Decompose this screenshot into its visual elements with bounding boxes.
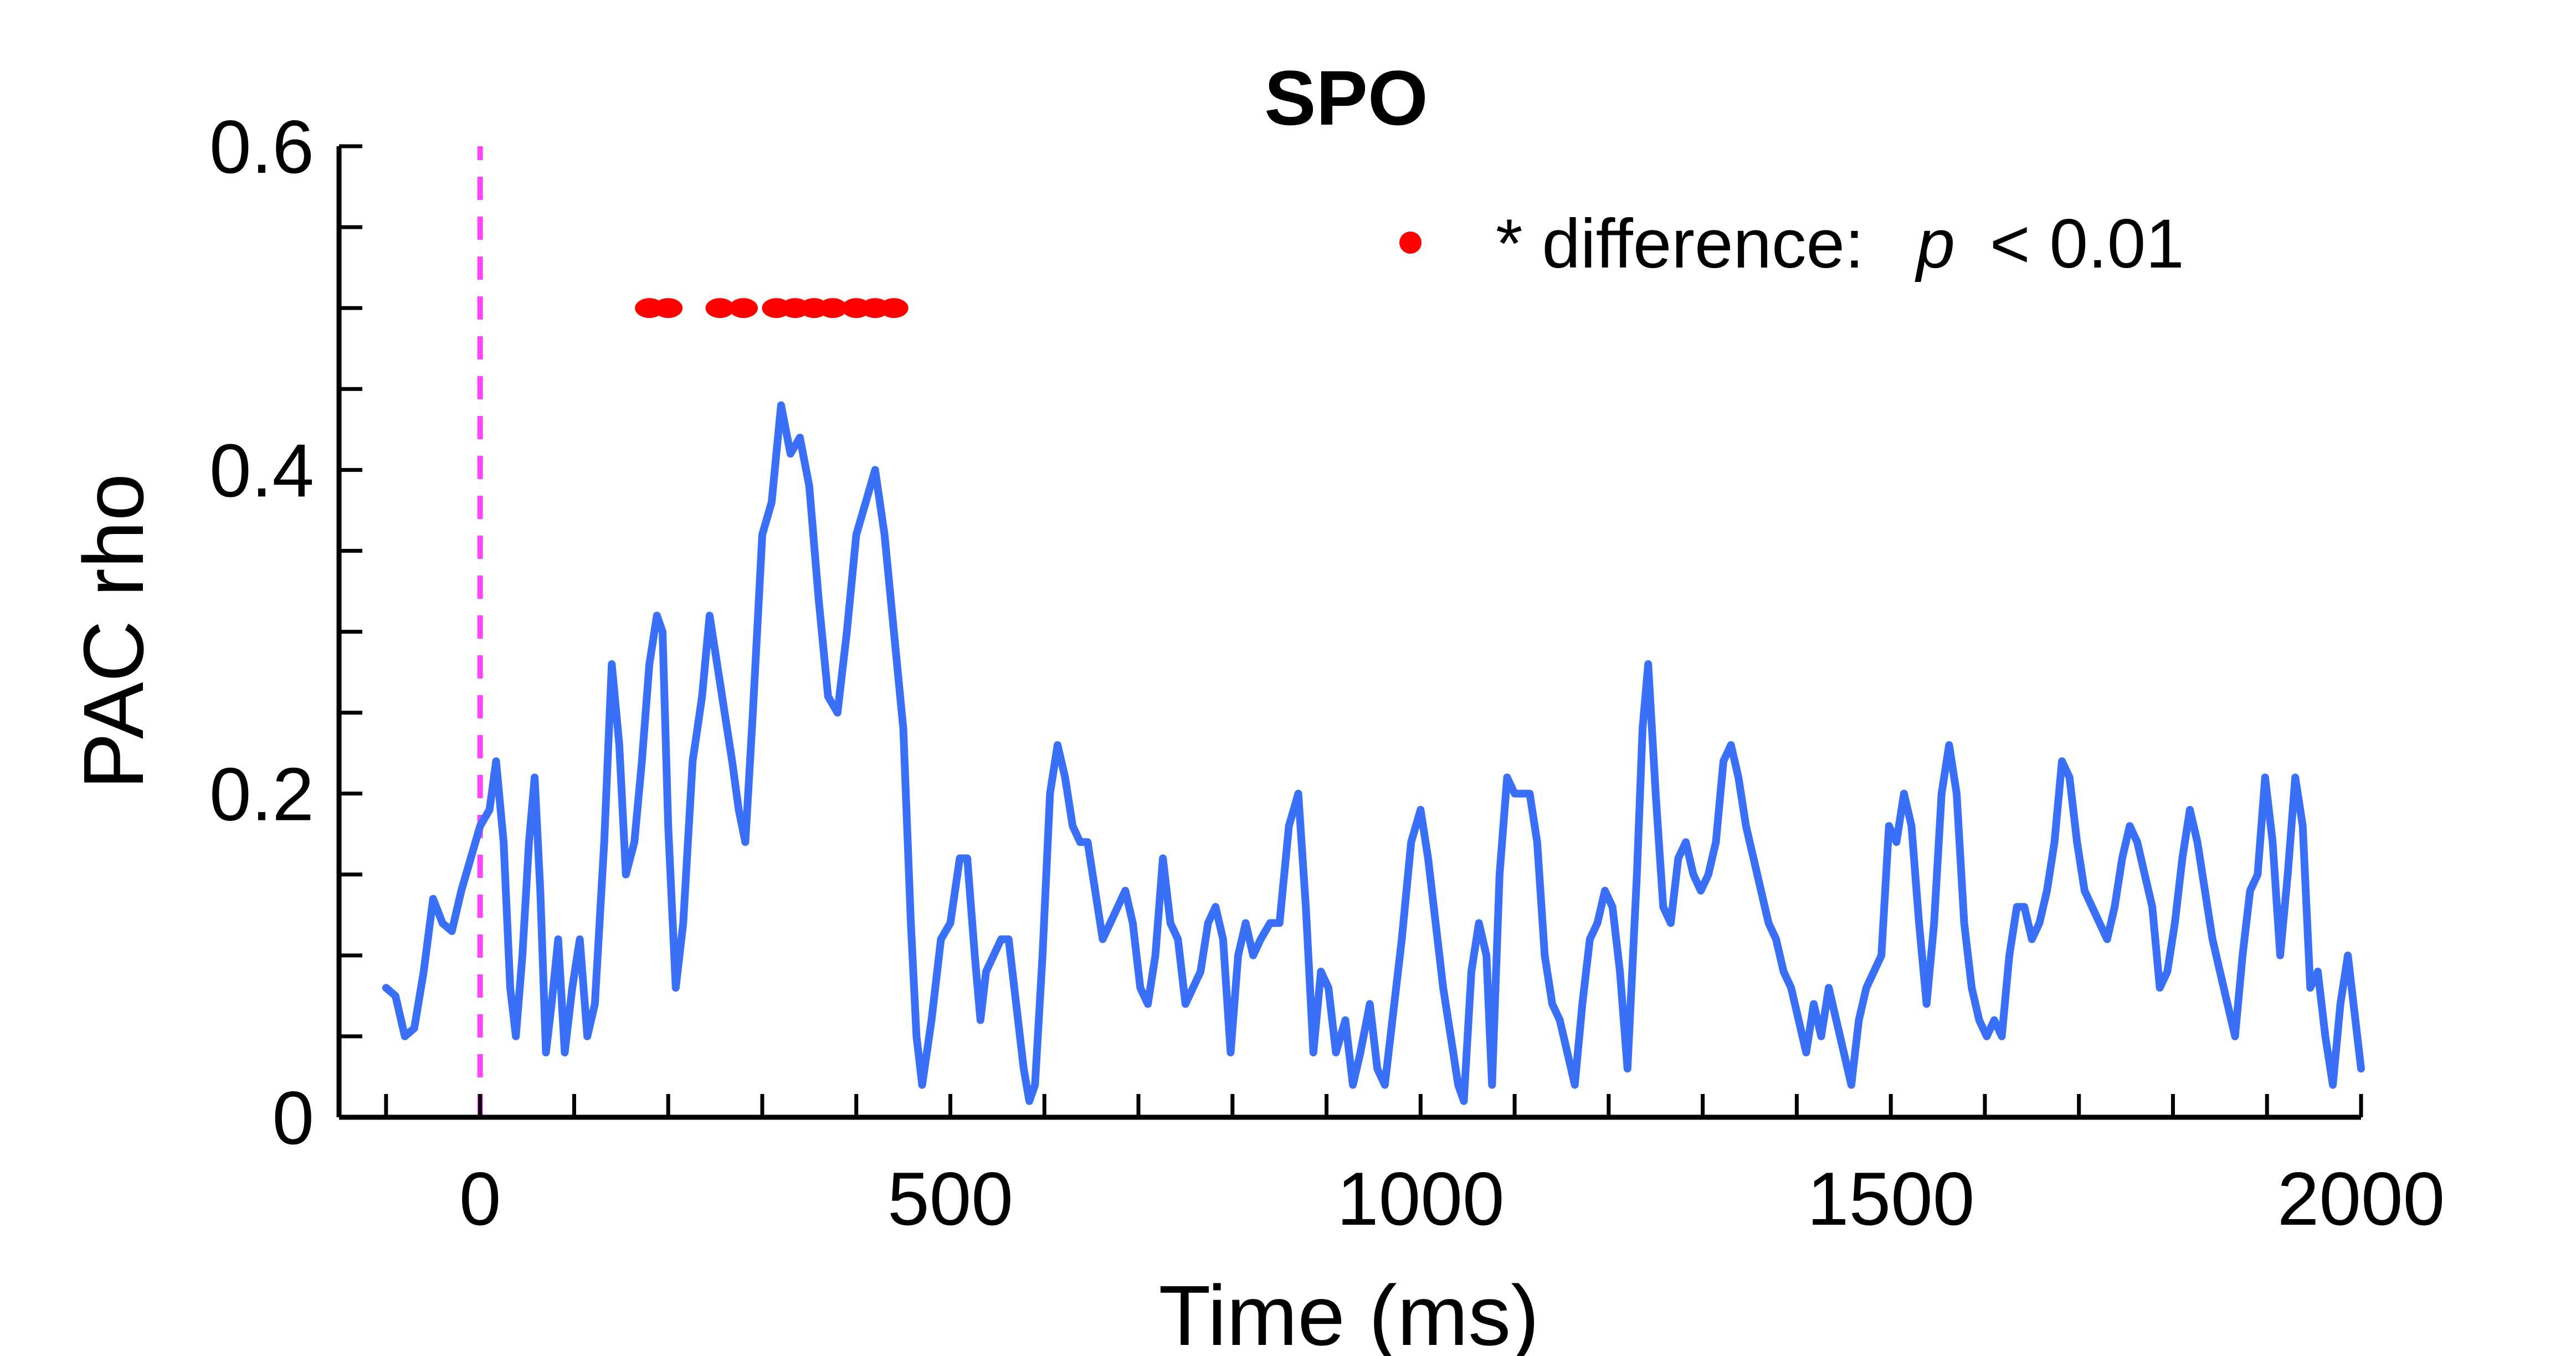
legend-label: * difference: xyxy=(1496,206,1864,282)
y-tick-label: 0.2 xyxy=(209,752,314,836)
x-axis-label: Time (ms) xyxy=(1158,1268,1539,1356)
y-tick-label: 0.6 xyxy=(209,105,314,189)
axis-ticks xyxy=(336,144,2363,1120)
significance-marker xyxy=(879,298,909,319)
legend-text: * difference: p < 0.01 xyxy=(1496,206,2184,282)
y-tick-label: 0.4 xyxy=(209,428,314,512)
significance-marker xyxy=(729,298,758,319)
tick-labels: 0 500 1000 1500 2000 0 0.2 0.4 0.6 xyxy=(209,105,2445,1241)
y-tick-label: 0 xyxy=(272,1076,314,1160)
series-line xyxy=(382,401,2365,1105)
legend-marker-dot xyxy=(1399,232,1422,254)
significance-marker xyxy=(654,298,683,319)
x-tick-label: 2000 xyxy=(2277,1157,2445,1241)
legend: * difference: p < 0.01 xyxy=(1399,206,2184,282)
x-tick-label: 1000 xyxy=(1337,1157,1505,1241)
legend-threshold: < 0.01 xyxy=(1990,206,2184,282)
y-axis-label: PAC rho xyxy=(66,474,161,790)
legend-p-symbol: p xyxy=(1915,206,1956,282)
significance-marker xyxy=(705,298,735,319)
plot-area xyxy=(382,146,2365,1117)
x-tick-label: 500 xyxy=(887,1157,1013,1241)
chart-title: SPO xyxy=(1264,54,1428,141)
significance-marker xyxy=(818,298,848,319)
x-tick-label: 0 xyxy=(459,1157,501,1241)
x-tick-label: 1500 xyxy=(1807,1157,1975,1241)
